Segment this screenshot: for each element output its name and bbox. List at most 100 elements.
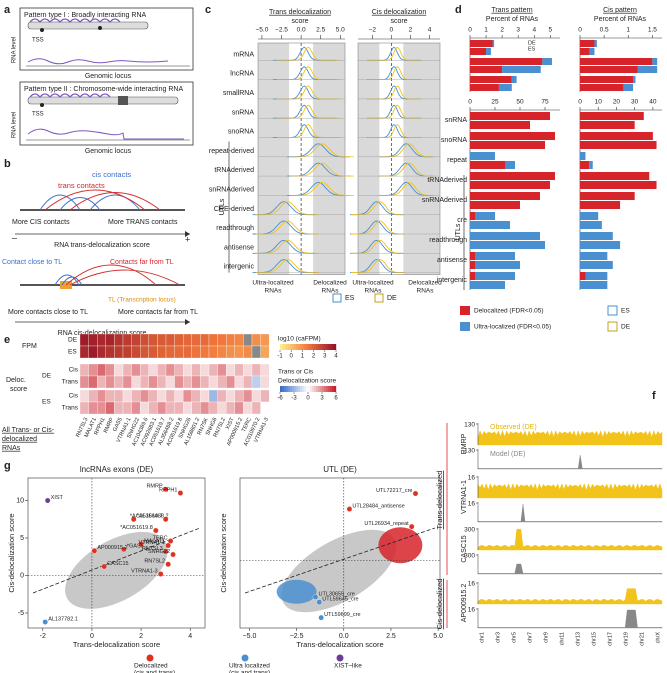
category-label: mRNA (233, 51, 254, 58)
track (477, 588, 663, 605)
heat-cell (97, 375, 106, 389)
label: Trans-delocalization score (73, 640, 160, 649)
point (130, 516, 137, 523)
colorbar (288, 344, 291, 350)
heat-cell (226, 375, 235, 389)
colorbar (320, 386, 323, 392)
x-tick-label: -2 (40, 633, 46, 640)
heat-cell (260, 333, 270, 347)
label: Contacts far from TL (110, 259, 174, 266)
y-tick-label: 10 (16, 497, 24, 504)
category-label: snRNA (445, 117, 468, 124)
heat-cell (183, 345, 192, 359)
heat-cell (140, 333, 149, 347)
label: Trans or Cis (278, 369, 314, 376)
x-tick-label: 0.0 (339, 633, 349, 640)
label: Cis-delocalized (435, 579, 444, 630)
heat-cell (183, 333, 192, 347)
point-label: *AC051619.8 (120, 525, 153, 531)
heat-cell (105, 375, 115, 389)
heat-cell (165, 401, 175, 415)
heat-cell (174, 401, 184, 415)
bar (502, 66, 541, 73)
colorbar (318, 386, 321, 392)
label: DE (42, 373, 52, 380)
bar (580, 252, 608, 260)
label: 2 (312, 354, 316, 360)
colorbar (286, 344, 289, 350)
heat-cell (105, 345, 115, 359)
colorbar (312, 386, 315, 392)
heat-cell (174, 345, 184, 359)
chrom-label: chr11 (559, 632, 565, 645)
heat-cell (97, 363, 106, 377)
trend-line (244, 527, 436, 594)
bar (585, 272, 608, 280)
label: 3 (323, 354, 327, 360)
track (477, 454, 663, 470)
x-tick-label: 0.0 (297, 27, 306, 34)
heat-cell (88, 389, 98, 403)
chrom-label: chr5 (511, 632, 517, 643)
bar (475, 252, 515, 260)
plot-frame (357, 42, 441, 275)
heat-cell (234, 401, 244, 415)
point (316, 599, 322, 605)
x-tick-label: 10 (595, 99, 603, 106)
colorbar (294, 344, 297, 350)
colorbar (298, 386, 301, 392)
colorbar (280, 344, 283, 350)
legend-key (607, 305, 618, 316)
colorbar (294, 386, 297, 392)
label: UTL (DE) (323, 465, 357, 474)
heat-cell (208, 389, 218, 403)
bar (580, 221, 602, 229)
bar (470, 181, 550, 189)
legend-label: Ultra-localized (FDR<0.05) (474, 324, 551, 331)
heat-cell (217, 345, 227, 359)
colorbar (292, 344, 295, 350)
point (157, 571, 164, 577)
heat-cell (114, 375, 124, 389)
label: Delocalization score (278, 378, 337, 385)
x-tick-label: 3 (516, 27, 520, 34)
colorbar (334, 344, 337, 350)
label: RNA level (12, 37, 18, 63)
x-tick-label: 40 (649, 99, 657, 106)
x-tick-label: 1 (626, 27, 630, 34)
heat-cell (157, 333, 167, 347)
point (177, 490, 184, 496)
label: Trans (62, 379, 79, 386)
heat-cell (217, 333, 227, 347)
plot-frame (257, 42, 346, 275)
label: Trans (62, 405, 79, 412)
point-label: RN7SL2 (144, 559, 165, 565)
heat-cell (234, 345, 244, 359)
colorbar (304, 386, 307, 392)
label: Observed (DE) (490, 424, 537, 431)
heat-cell (105, 401, 115, 415)
point-label: AL137782.1 (48, 616, 78, 622)
label: score (390, 18, 407, 25)
category-label: intergenic (437, 277, 468, 284)
bar (580, 48, 590, 55)
bar (580, 141, 657, 149)
heat-cell (114, 333, 124, 347)
x-tick-label: 0 (578, 99, 582, 106)
category-label: intergenic (224, 264, 255, 271)
heat-cell (191, 401, 201, 415)
label: UTLs (455, 223, 462, 240)
bar (475, 272, 515, 280)
bar (486, 48, 491, 55)
colorbar (322, 386, 325, 392)
heat-cell (217, 375, 227, 389)
heat-cell (148, 345, 158, 359)
label: TSS (32, 38, 44, 44)
colorbar (302, 386, 305, 392)
heat-cell (105, 389, 115, 403)
x-tick-label: 0 (468, 27, 472, 34)
bar (652, 58, 658, 65)
label: Ultra-localized (252, 279, 294, 286)
heat-cell (200, 345, 210, 359)
track (477, 503, 663, 523)
